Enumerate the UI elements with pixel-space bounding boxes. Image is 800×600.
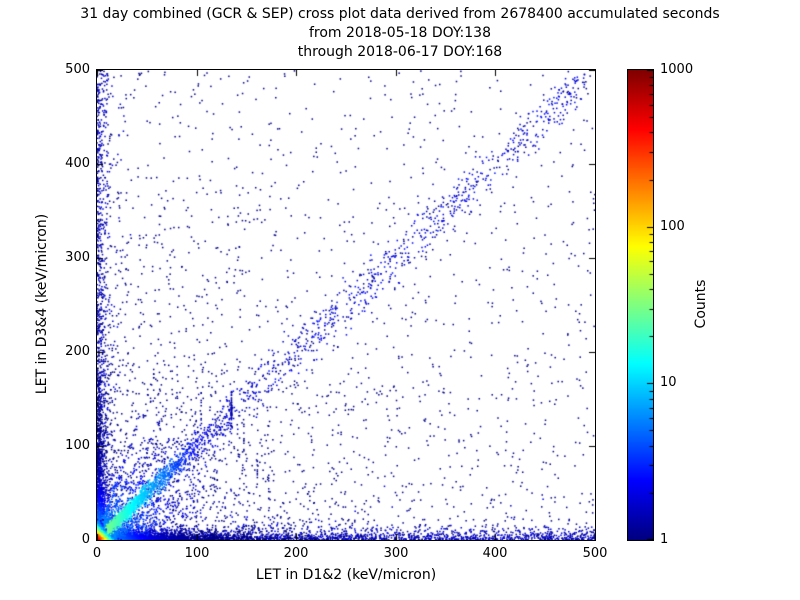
colorbar-label: Counts	[693, 279, 709, 329]
x-tick-0: 0	[92, 546, 102, 561]
y-tick-300: 300	[65, 250, 90, 265]
colorbar-tick-10: 10	[660, 375, 677, 390]
chart-title-line-3: through 2018-06-17 DOY:168	[297, 44, 503, 60]
scatter-canvas	[97, 70, 595, 540]
x-axis-label: LET in D1&2 (keV/micron)	[255, 567, 437, 583]
chart-title-line-2: from 2018-05-18 DOY:138	[308, 25, 491, 41]
x-tick-200: 200	[283, 546, 309, 561]
y-tick-200: 200	[65, 344, 90, 359]
chart-title: 31 day combined (GCR & SEP) cross plot d…	[0, 5, 800, 62]
y-tick-400: 400	[65, 156, 90, 171]
colorbar-canvas	[628, 70, 653, 540]
colorbar-tick-100: 100	[660, 219, 685, 234]
colorbar	[627, 69, 654, 541]
colorbar-tick-1: 1	[660, 532, 669, 547]
y-tick-0: 0	[81, 532, 90, 547]
y-tick-500: 500	[65, 62, 90, 77]
x-tick-500: 500	[582, 546, 608, 561]
x-tick-100: 100	[184, 546, 210, 561]
x-tick-300: 300	[383, 546, 409, 561]
chart-title-line-1: 31 day combined (GCR & SEP) cross plot d…	[80, 6, 720, 22]
y-tick-100: 100	[65, 438, 90, 453]
plot-area	[96, 69, 596, 541]
y-axis-label: LET in D3&4 (keV/micron)	[34, 213, 50, 395]
colorbar-tick-1000: 1000	[660, 62, 694, 77]
x-tick-400: 400	[482, 546, 508, 561]
